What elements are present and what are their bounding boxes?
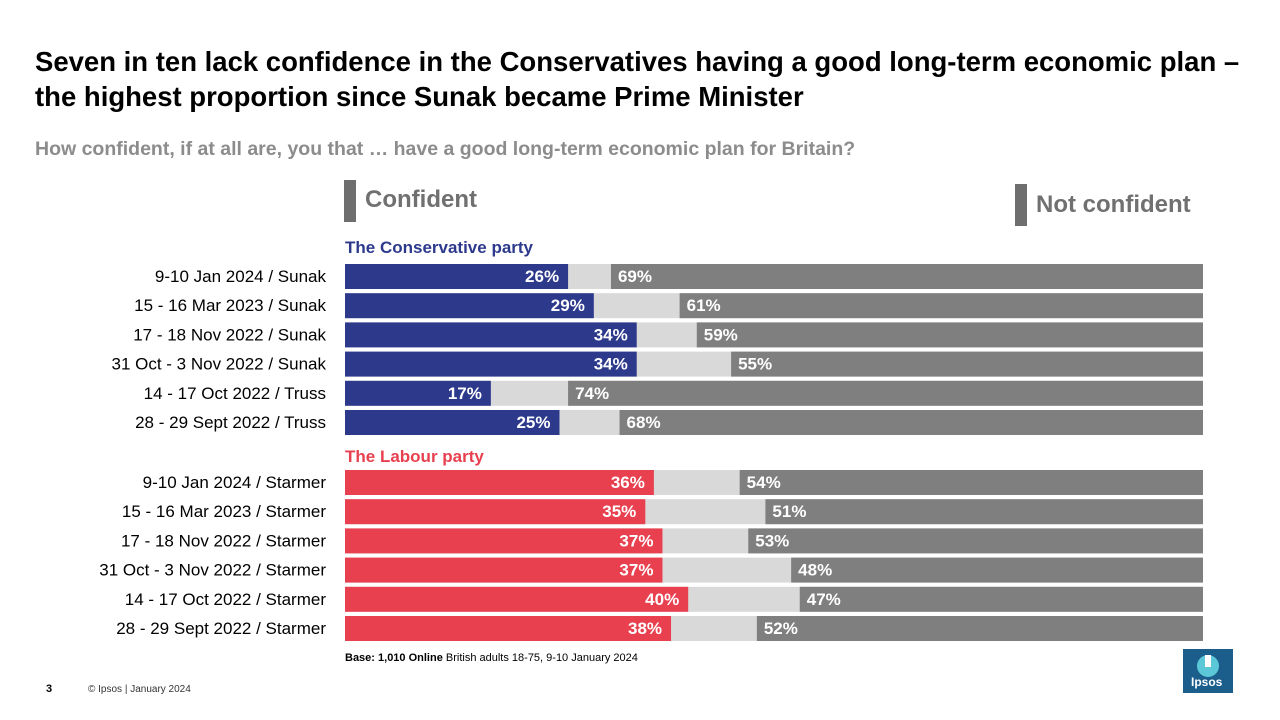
- ipsos-logo-text: Ipsos: [1191, 675, 1223, 689]
- value-confident-labour-3: 37%: [619, 561, 653, 580]
- row-label-conservative-0: 9-10 Jan 2024 / Sunak: [155, 267, 327, 286]
- value-confident-labour-0: 36%: [611, 473, 645, 492]
- question-subtitle: How confident, if at all are, you that ……: [35, 138, 856, 160]
- row-label-labour-4: 14 - 17 Oct 2022 / Starmer: [125, 590, 327, 609]
- not-confident-legend-marker: [1015, 184, 1027, 226]
- value-not-confident-labour-1: 51%: [772, 502, 806, 521]
- row-label-conservative-2: 17 - 18 Nov 2022 / Sunak: [133, 325, 326, 344]
- value-not-confident-labour-5: 52%: [764, 619, 798, 638]
- row-label-conservative-1: 15 - 16 Mar 2023 / Sunak: [134, 296, 326, 315]
- value-not-confident-labour-2: 53%: [755, 531, 789, 550]
- row-label-labour-0: 9-10 Jan 2024 / Starmer: [143, 473, 327, 492]
- bar-not-confident-conservative-4: [568, 380, 1203, 406]
- value-confident-labour-2: 37%: [619, 531, 653, 550]
- bar-not-confident-labour-0: [739, 470, 1203, 495]
- row-label-conservative-3: 31 Oct - 3 Nov 2022 / Sunak: [111, 355, 326, 374]
- ipsos-logo-mark: [1197, 655, 1219, 677]
- bar-confident-labour-4: [345, 586, 689, 612]
- page-number: 3: [46, 683, 53, 695]
- bar-confident-conservative-2: [345, 322, 637, 348]
- page-title: Seven in ten lack confidence in the Cons…: [35, 46, 1240, 112]
- bar-not-confident-conservative-5: [619, 410, 1203, 435]
- bar-confident-labour-5: [345, 616, 672, 641]
- bar-confident-conservative-0: [345, 264, 569, 289]
- bar-confident-labour-0: [345, 470, 654, 495]
- group-header-conservative: The Conservative party: [345, 238, 534, 257]
- bar-confident-conservative-3: [345, 351, 637, 377]
- value-not-confident-labour-4: 47%: [807, 590, 841, 609]
- copyright: © Ipsos | January 2024: [88, 684, 191, 695]
- base-note: Base: 1,010 Online British adults 18-75,…: [345, 652, 638, 664]
- row-label-labour-5: 28 - 29 Sept 2022 / Starmer: [116, 619, 326, 638]
- value-not-confident-conservative-1: 61%: [687, 296, 721, 315]
- bar-not-confident-labour-1: [765, 499, 1203, 525]
- confident-legend-marker: [344, 180, 356, 222]
- row-label-labour-3: 31 Oct - 3 Nov 2022 / Starmer: [99, 561, 326, 580]
- group-header-labour: The Labour party: [345, 447, 484, 466]
- row-label-labour-2: 17 - 18 Nov 2022 / Starmer: [121, 531, 326, 550]
- bar-confident-labour-1: [345, 499, 646, 525]
- value-not-confident-conservative-5: 68%: [627, 413, 661, 432]
- base-note-bold: Base: 1,010 Online: [345, 652, 443, 664]
- value-not-confident-conservative-4: 74%: [575, 384, 609, 403]
- value-not-confident-labour-3: 48%: [798, 561, 832, 580]
- value-confident-conservative-3: 34%: [594, 355, 628, 374]
- row-label-labour-1: 15 - 16 Mar 2023 / Starmer: [122, 502, 326, 521]
- bar-not-confident-conservative-1: [679, 293, 1203, 319]
- bar-not-confident-conservative-0: [610, 264, 1203, 289]
- bar-not-confident-conservative-3: [731, 351, 1203, 377]
- bar-not-confident-labour-3: [791, 557, 1203, 583]
- value-confident-conservative-0: 26%: [525, 267, 559, 286]
- bar-confident-conservative-1: [345, 293, 594, 319]
- value-not-confident-labour-0: 54%: [747, 473, 781, 492]
- bar-confident-labour-2: [345, 528, 663, 554]
- value-confident-conservative-2: 34%: [594, 325, 628, 344]
- value-confident-labour-1: 35%: [602, 502, 636, 521]
- value-not-confident-conservative-2: 59%: [704, 325, 738, 344]
- value-confident-conservative-1: 29%: [551, 296, 585, 315]
- bar-confident-conservative-5: [345, 410, 560, 435]
- bar-not-confident-labour-2: [748, 528, 1203, 554]
- bar-not-confident-conservative-2: [696, 322, 1203, 348]
- base-note-detail: British adults 18-75, 9-10 January 2024: [445, 652, 638, 664]
- bar-confident-conservative-4: [345, 380, 491, 406]
- value-confident-labour-4: 40%: [645, 590, 679, 609]
- ipsos-logo: Ipsos: [1183, 649, 1233, 693]
- value-not-confident-conservative-3: 55%: [738, 355, 772, 374]
- value-confident-conservative-5: 25%: [516, 413, 550, 432]
- value-not-confident-conservative-0: 69%: [618, 267, 652, 286]
- value-confident-conservative-4: 17%: [448, 384, 482, 403]
- not-confident-legend-label: Not confident: [1036, 191, 1191, 218]
- value-confident-labour-5: 38%: [628, 619, 662, 638]
- bar-not-confident-labour-4: [799, 586, 1203, 612]
- row-label-conservative-4: 14 - 17 Oct 2022 / Truss: [144, 384, 326, 403]
- row-label-conservative-5: 28 - 29 Sept 2022 / Truss: [135, 413, 326, 432]
- bar-confident-labour-3: [345, 557, 663, 583]
- confident-legend-label: Confident: [365, 186, 477, 213]
- bar-not-confident-labour-5: [756, 616, 1203, 641]
